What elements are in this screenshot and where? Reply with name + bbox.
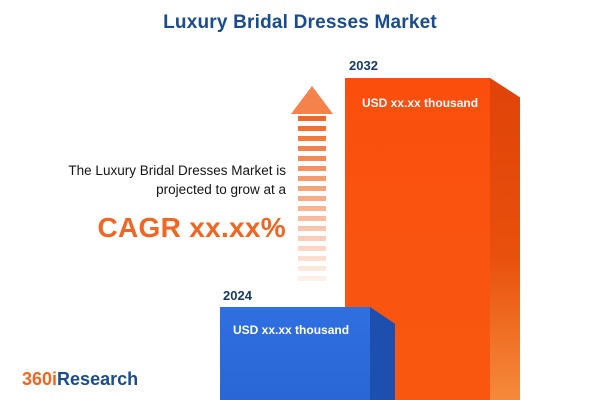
description-line-1: The Luxury Bridal Dresses Market is [68, 163, 286, 178]
bar-2024 [220, 307, 370, 400]
bar-2032-side [490, 78, 520, 400]
page-title: Luxury Bridal Dresses Market [163, 12, 437, 33]
bar-2024-category-label: 2024 [223, 288, 252, 303]
bar-2024-value-label: USD xx.xx thousand [233, 323, 350, 337]
cagr-value: CAGR xx.xx% [97, 211, 286, 243]
description-line-2: projected to grow at a [156, 181, 286, 197]
description-block: The Luxury Bridal Dresses Market is proj… [8, 162, 286, 247]
bar-2032-category-label: 2032 [349, 58, 378, 73]
logo-part-research: Research [57, 369, 139, 389]
bar-2032-value-label: USD xx.xx thousand [362, 96, 479, 110]
up-arrow-shaft-icon [298, 116, 326, 284]
logo-360iresearch[interactable]: 360iResearch [22, 369, 138, 390]
bar-2024-side [370, 307, 395, 400]
logo-part-360i: 360i [22, 369, 58, 389]
up-arrow-icon [291, 86, 333, 114]
